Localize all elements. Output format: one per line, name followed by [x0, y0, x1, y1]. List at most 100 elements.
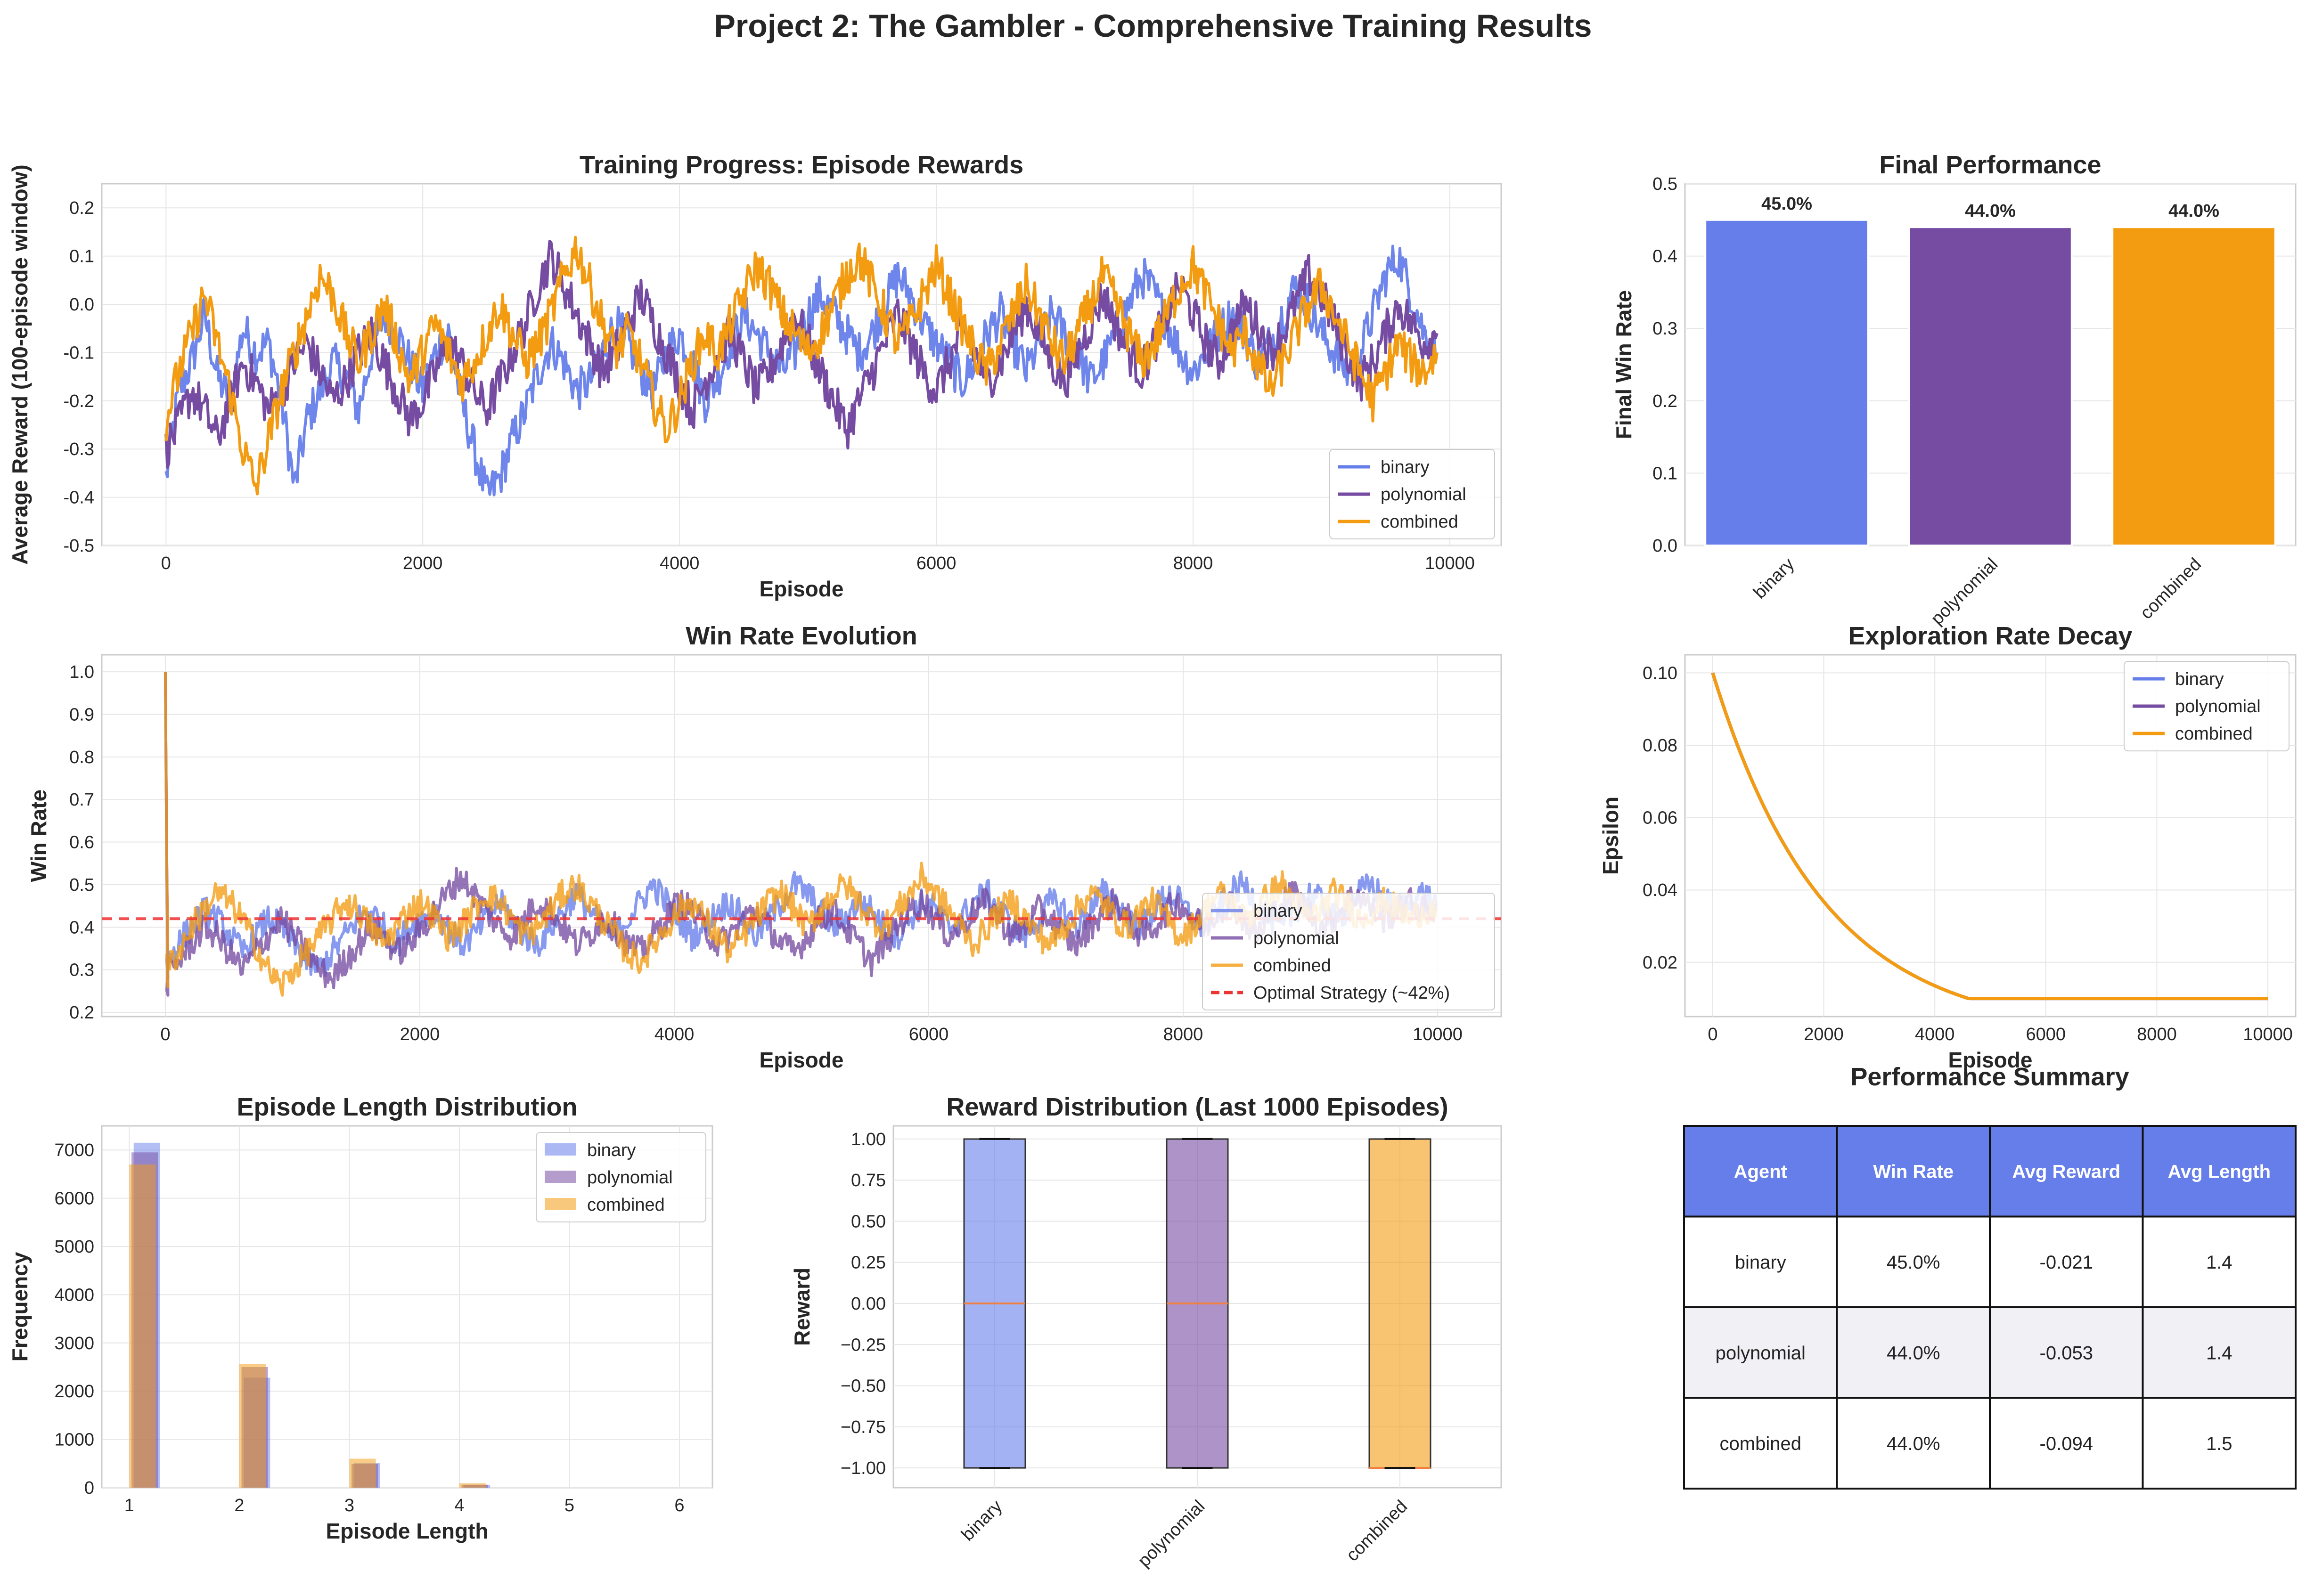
lengths-bar-combined: [239, 1364, 266, 1488]
epsilon-legend-label: polynomial: [2175, 697, 2261, 717]
rewards-xtick-label: 8000: [1173, 554, 1213, 573]
summary-header-text: Avg Reward: [2012, 1161, 2120, 1182]
final-perf-bar-binary: [1704, 219, 1869, 546]
summary-cell: [2142, 1397, 2297, 1490]
summary-cell-text: -0.021: [2040, 1252, 2093, 1273]
summary-cell: [1989, 1306, 2144, 1399]
final-perf-ytick-label: 0.0: [1652, 536, 1677, 556]
reward-box-ytick-label: −0.75: [841, 1417, 886, 1437]
summary-cell-text: 1.4: [2206, 1252, 2232, 1273]
rewards-legend-frame: [1329, 449, 1495, 539]
winrate-xlabel: Episode: [760, 1048, 844, 1072]
final-perf-value-label: 44.0%: [1965, 201, 2016, 221]
epsilon-legend-frame: [2124, 661, 2290, 751]
summary-cell-text: 1.4: [2206, 1343, 2232, 1363]
rewards-xtick-label: 0: [161, 554, 171, 573]
figure-title: Project 2: The Gambler - Comprehensive T…: [714, 8, 1592, 44]
final-perf-bar-combined: [2111, 226, 2276, 547]
lengths-bar-combined: [129, 1164, 156, 1488]
epsilon-legend-label: binary: [2175, 669, 2224, 689]
epsilon-legend: binary polynomial combined: [2124, 661, 2290, 751]
epsilon-series-combined: [1711, 672, 2268, 1001]
lengths-ytick-label: 6000: [54, 1189, 94, 1209]
summary-cell-text: -0.094: [2040, 1433, 2093, 1454]
rewards-legend: binary polynomial combined: [1329, 449, 1495, 539]
winrate-ytick-label: 0.4: [69, 918, 94, 937]
reward-box-ytick-label: 0.00: [851, 1294, 886, 1314]
lengths-legend-swatch: [545, 1143, 576, 1156]
epsilon-ytick-label: 0.06: [1643, 808, 1677, 828]
winrate-ylabel: Win Rate: [26, 790, 51, 882]
winrate-ytick-label: 0.8: [69, 748, 94, 767]
reward-box-ytick-label: 1.00: [851, 1130, 886, 1149]
winrate-legend-label: Optimal Strategy (~42%): [1253, 983, 1450, 1003]
rewards-xtick-label: 10000: [1425, 554, 1475, 573]
epsilon-xtick-label: 0: [1708, 1025, 1717, 1044]
summary-cell-text: 1.5: [2206, 1433, 2232, 1454]
final-perf-ytick-label: 0.2: [1652, 391, 1677, 411]
lengths-legend-label: polynomial: [587, 1168, 673, 1188]
summary-cell: [2142, 1306, 2297, 1399]
reward-box-ylabel: Reward: [790, 1268, 814, 1346]
lengths-ytick-label: 7000: [54, 1140, 94, 1160]
rewards-ytick-label: 0.0: [69, 295, 94, 315]
final-perf-title: Final Performance: [1879, 151, 2101, 179]
lengths-legend-label: binary: [587, 1140, 636, 1160]
epsilon-title: Exploration Rate Decay: [1848, 622, 2132, 650]
summary-header-cell: [1683, 1125, 1838, 1218]
rewards-xtick-label: 4000: [660, 554, 700, 573]
epsilon-xlabel: Episode: [1948, 1048, 2033, 1072]
reward-box-ytick-label: −0.50: [841, 1376, 886, 1396]
lengths-legend: binary polynomial combined: [536, 1132, 706, 1222]
winrate-title: Win Rate Evolution: [686, 622, 917, 650]
lengths-legend-swatch: [545, 1198, 576, 1210]
epsilon-xtick-label: 8000: [2137, 1025, 2177, 1044]
lengths-ylabel: Frequency: [8, 1252, 32, 1361]
summary-cell: [1836, 1397, 1991, 1490]
lengths-bar-combined: [459, 1483, 486, 1488]
winrate-ytick-label: 0.2: [69, 1003, 94, 1023]
epsilon-xtick-label: 6000: [2026, 1025, 2066, 1044]
lengths-xtick-label: 1: [124, 1496, 134, 1515]
winrate-ytick-label: 0.5: [69, 875, 94, 895]
summary-header-text: Win Rate: [1873, 1161, 1954, 1182]
final-perf-ytick-label: 0.5: [1652, 174, 1677, 194]
summary-cell-text: 45.0%: [1887, 1252, 1940, 1273]
lengths-bar-combined: [349, 1458, 376, 1488]
rewards-series-polynomial: [164, 240, 1439, 469]
epsilon-ytick-label: 0.08: [1643, 736, 1677, 756]
lengths-xtick-label: 6: [674, 1496, 684, 1515]
winrate-xtick-label: 2000: [400, 1025, 440, 1044]
lengths-legend-frame: [536, 1132, 706, 1222]
winrate-legend-frame: [1202, 893, 1495, 1010]
epsilon-xtick-label: 2000: [1804, 1025, 1844, 1044]
rewards-ytick-label: 0.1: [69, 247, 94, 267]
winrate-legend-label: polynomial: [1253, 928, 1339, 948]
rewards-ytick-label: -0.5: [64, 536, 94, 556]
winrate-ytick-label: 0.7: [69, 790, 94, 810]
rewards-ytick-label: -0.4: [64, 488, 94, 508]
winrate-ytick-label: 0.6: [69, 833, 94, 853]
final-perf-ytick-label: 0.3: [1652, 319, 1677, 339]
rewards-legend-label: combined: [1381, 512, 1458, 532]
summary-cell-text: 44.0%: [1887, 1343, 1940, 1363]
summary-cell-text: polynomial: [1716, 1343, 1806, 1363]
rewards-ytick-label: -0.2: [64, 391, 94, 411]
rewards-xtick-label: 2000: [403, 554, 443, 573]
rewards-ylabel: Average Reward (100-episode window): [8, 164, 32, 565]
rewards-legend-label: polynomial: [1381, 485, 1466, 505]
epsilon-ytick-label: 0.04: [1643, 880, 1677, 900]
rewards-xtick-label: 6000: [916, 554, 957, 573]
reward-box-ytick-label: 0.75: [851, 1171, 886, 1190]
rewards-series-combined: [164, 236, 1439, 496]
summary-cell: [1683, 1215, 1838, 1308]
final-perf-value-label: 44.0%: [2168, 201, 2219, 221]
summary-cell: [1683, 1397, 1838, 1490]
summary-cell: [1989, 1215, 2144, 1308]
winrate-series-combined: [164, 672, 1438, 997]
epsilon-xtick-label: 10000: [2243, 1025, 2293, 1044]
summary-title: Performance Summary: [1850, 1063, 2129, 1091]
rewards-title: Training Progress: Episode Rewards: [580, 151, 1023, 179]
summary-cell-text: 44.0%: [1887, 1433, 1940, 1454]
